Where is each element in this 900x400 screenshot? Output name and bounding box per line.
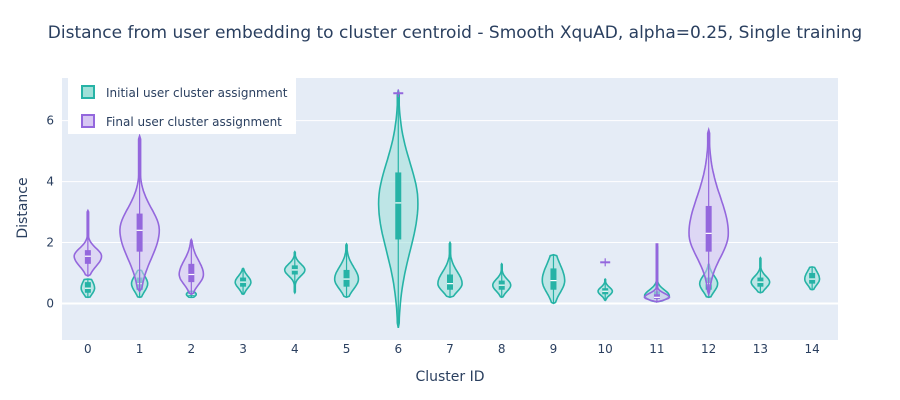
x-tick-label: 2: [188, 342, 196, 356]
x-axis-title: Cluster ID: [415, 369, 484, 385]
violin-series: [73, 89, 821, 328]
x-tick-label: 10: [598, 342, 613, 356]
x-tick-label: 4: [291, 342, 299, 356]
x-tick-label: 8: [498, 342, 506, 356]
legend-swatch-initial[interactable]: [81, 85, 95, 99]
violin-initial-cluster-4: [283, 250, 306, 295]
x-tick-label: 3: [239, 342, 247, 356]
y-tick-label: 2: [46, 236, 54, 250]
violin-final-cluster-1: [119, 133, 161, 293]
violin-final-cluster-6: [393, 89, 404, 98]
x-tick-label: 13: [753, 342, 768, 356]
x-tick-label: 12: [701, 342, 716, 356]
legend-box: [68, 78, 296, 134]
y-tick-label: 4: [46, 175, 54, 189]
violin-initial-cluster-0: [80, 278, 96, 299]
violin-initial-cluster-13: [750, 256, 771, 294]
x-tick-label: 1: [136, 342, 144, 356]
x-tick-label: 14: [804, 342, 819, 356]
y-tick-label: 6: [46, 114, 54, 128]
legend: Initial user cluster assignment Final us…: [68, 78, 296, 134]
x-tick-label: 7: [446, 342, 454, 356]
x-tick-label: 0: [84, 342, 92, 356]
chart-title: Distance from user embedding to cluster …: [48, 23, 862, 43]
violin-initial-cluster-7: [437, 240, 463, 299]
y-tick-labels: 0 2 4 6: [46, 114, 54, 311]
x-tick-label: 6: [394, 342, 402, 356]
y-tick-label: 0: [46, 296, 54, 310]
legend-label-final[interactable]: Final user cluster assignment: [106, 115, 282, 129]
x-tick-label: 11: [649, 342, 664, 356]
violin-initial-cluster-14: [804, 266, 821, 291]
violin-initial-cluster-10: [597, 277, 614, 302]
violin-final-cluster-10: [600, 258, 611, 267]
y-axis-title: Distance: [15, 177, 31, 238]
violin-initial-cluster-5: [333, 242, 360, 299]
violin-initial-cluster-8: [492, 262, 512, 299]
x-tick-label: 9: [550, 342, 558, 356]
violin-initial-cluster-9: [541, 253, 566, 305]
violin-final-cluster-2: [178, 237, 205, 296]
x-tick-labels: 0 1 2 3 4 5 6 7 8 9 10 11 12 13 14: [84, 342, 820, 356]
violin-initial-cluster-3: [234, 267, 252, 296]
violin-final-cluster-0: [73, 208, 103, 277]
legend-label-initial[interactable]: Initial user cluster assignment: [106, 86, 288, 100]
legend-swatch-final[interactable]: [81, 114, 95, 128]
x-tick-label: 5: [343, 342, 351, 356]
violin-final-cluster-11: [643, 243, 671, 303]
violin-final-cluster-12: [688, 126, 730, 298]
